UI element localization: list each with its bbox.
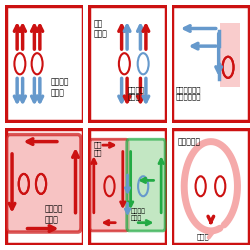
Text: まっすぐ
前後に: まっすぐ 前後に: [128, 86, 144, 100]
Text: 逆回りも
やろう: 逆回りも やろう: [131, 208, 146, 220]
Text: 左右一緒に: 左右一緒に: [177, 137, 200, 146]
FancyBboxPatch shape: [172, 129, 249, 244]
FancyBboxPatch shape: [6, 129, 82, 244]
Text: 左右
交互に: 左右 交互に: [94, 19, 108, 38]
Text: まっすぐ
前後に: まっすぐ 前後に: [50, 78, 69, 97]
Text: 左右
逆に: 左右 逆に: [94, 142, 102, 156]
FancyBboxPatch shape: [6, 134, 81, 232]
FancyBboxPatch shape: [89, 129, 166, 244]
FancyBboxPatch shape: [220, 23, 240, 87]
Text: 逆回り: 逆回り: [197, 233, 209, 240]
FancyBboxPatch shape: [6, 6, 82, 121]
FancyBboxPatch shape: [89, 6, 166, 121]
FancyBboxPatch shape: [90, 139, 128, 231]
FancyBboxPatch shape: [127, 139, 165, 231]
Text: 逆回りも
やろう: 逆回りも やろう: [44, 205, 63, 224]
FancyBboxPatch shape: [172, 6, 249, 121]
Text: だんだん伸び
まっすぐ横に: だんだん伸び まっすぐ横に: [176, 86, 201, 100]
